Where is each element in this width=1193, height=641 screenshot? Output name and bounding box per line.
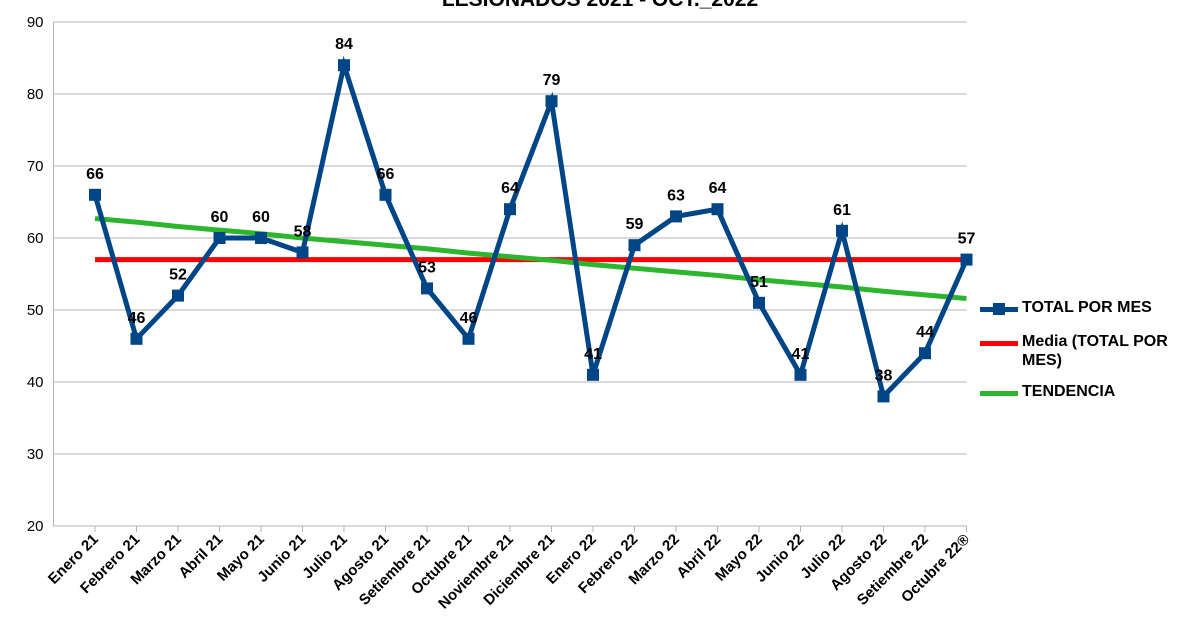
legend-swatch [980,332,1022,354]
data-point [711,203,724,216]
data-point [421,282,433,295]
chart-title: LESIONADOS 2021 - OCT._2022 [442,0,758,11]
legend-label: TENDENCIA [1022,383,1116,400]
y-tick-label: 40 [27,374,44,391]
data-label: 64 [501,180,519,197]
data-label: 53 [418,259,436,276]
data-label: 63 [667,187,685,204]
y-tick-label: 20 [27,518,44,535]
legend-item: TENDENCIA [980,382,1190,404]
legend-label: TOTAL POR MES [1022,299,1152,316]
data-label: 59 [626,216,644,233]
data-point [877,390,890,403]
legend-item: Media (TOTAL POR MES) [980,332,1190,370]
data-point [919,347,931,360]
y-tick-label: 70 [27,158,44,175]
legend-swatch [980,298,1022,320]
y-tick-label: 80 [27,86,44,103]
y-tick-label: 30 [27,446,44,463]
data-label: 60 [211,209,229,226]
legend-label: Media (TOTAL POR MES) [1022,333,1168,369]
data-point [794,368,807,381]
data-label: 57 [958,231,976,248]
data-label: 38 [875,367,893,384]
data-label: 46 [460,310,478,327]
data-label: 84 [335,36,353,53]
data-point [462,332,475,345]
y-tick-label: 90 [27,14,44,31]
data-point [130,332,143,345]
legend-swatch [980,382,1022,404]
data-point [296,246,309,259]
data-point [379,188,392,201]
data-label: 79 [543,72,561,89]
y-tick-label: 50 [27,302,44,319]
data-label: 60 [252,209,270,226]
data-label: 66 [377,166,395,183]
data-point [628,239,641,252]
data-label: 51 [750,274,768,291]
data-point [213,232,226,244]
data-point [255,232,267,244]
legend: TOTAL POR MES Media (TOTAL POR MES) TENDEN… [980,298,1190,416]
data-label: 44 [916,324,934,341]
data-point [545,95,558,108]
data-point [587,368,599,381]
data-point [670,210,682,223]
data-label: 41 [584,346,602,363]
data-label: 61 [833,202,851,219]
series-line [92,55,969,402]
data-label: 58 [294,223,312,240]
data-point [753,296,765,309]
data-point [338,59,350,72]
data-point [504,203,516,216]
data-point [89,188,101,201]
data-point [960,253,973,266]
data-label: 52 [169,267,187,284]
data-label: 46 [128,310,146,327]
data-point [836,224,848,237]
data-point [172,289,184,302]
data-label: 66 [86,166,104,183]
series-line [94,216,967,301]
y-tick-label: 60 [27,230,44,247]
data-label: 64 [709,180,727,197]
data-label: 41 [792,346,810,363]
legend-item: TOTAL POR MES [980,298,1190,320]
